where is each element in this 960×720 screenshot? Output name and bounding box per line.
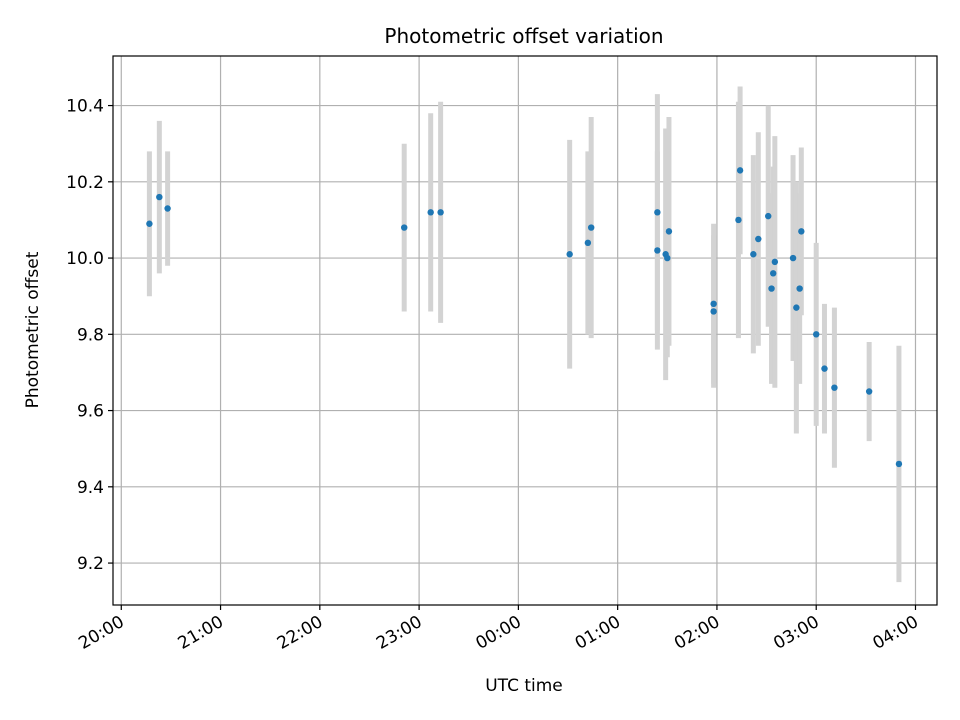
data-point <box>769 270 777 277</box>
data-point <box>665 228 673 235</box>
data-point <box>654 209 661 216</box>
plot-frame <box>112 55 938 606</box>
data-point <box>587 224 595 231</box>
data-point <box>895 460 903 468</box>
data-point <box>755 235 762 243</box>
data-points <box>146 167 903 468</box>
data-point <box>654 247 661 254</box>
data-point <box>427 209 434 216</box>
data-point <box>771 258 779 266</box>
x-tick-label: 21:00 <box>175 612 227 654</box>
grid-lines <box>113 56 937 605</box>
data-point <box>796 285 803 292</box>
y-tick-label: 9.4 <box>77 478 104 498</box>
data-point <box>768 285 775 292</box>
x-tick-label: 20:00 <box>75 612 127 654</box>
data-point <box>750 251 757 258</box>
x-tick-label: 01:00 <box>572 612 624 654</box>
y-tick-label: 10.4 <box>66 97 104 117</box>
data-point <box>813 331 820 338</box>
data-point <box>710 300 717 308</box>
x-tick-label: 02:00 <box>671 612 723 654</box>
x-tick-label: 04:00 <box>870 612 922 654</box>
data-point <box>735 216 742 224</box>
y-axis-ticks: 9.2 9.4 9.6 9.8 10.0 10.2 10.4 <box>66 97 113 574</box>
data-point <box>437 209 444 216</box>
x-tick-label: 03:00 <box>770 612 822 654</box>
data-point <box>765 212 772 220</box>
data-point <box>821 365 828 372</box>
data-point <box>736 167 744 174</box>
data-point <box>831 384 838 391</box>
y-tick-label: 9.8 <box>77 325 104 345</box>
y-tick-label: 10.0 <box>66 249 104 269</box>
x-axis-ticks: 20:00 21:00 22:00 23:00 00:00 01:00 02:00 03:00… <box>75 605 922 654</box>
data-point <box>156 193 163 201</box>
data-point <box>789 254 797 262</box>
x-axis-label: UTC time <box>485 676 563 696</box>
chart-title: Photometric offset variation <box>384 24 663 48</box>
data-point <box>164 205 171 212</box>
data-point <box>401 224 408 231</box>
y-axis-label: Photometric offset <box>23 251 43 408</box>
data-point <box>793 304 800 311</box>
data-point <box>146 220 153 227</box>
x-tick-label: 23:00 <box>373 612 425 654</box>
data-point <box>798 228 805 235</box>
y-tick-label: 9.2 <box>77 554 104 574</box>
data-point <box>865 388 873 395</box>
y-tick-label: 10.2 <box>66 173 104 193</box>
x-tick-label: 22:00 <box>274 612 326 654</box>
y-tick-label: 9.6 <box>77 402 104 422</box>
data-point <box>664 254 671 262</box>
data-point <box>566 251 573 258</box>
x-tick-label: 00:00 <box>472 612 524 654</box>
data-point <box>584 239 592 247</box>
data-point <box>710 308 717 315</box>
